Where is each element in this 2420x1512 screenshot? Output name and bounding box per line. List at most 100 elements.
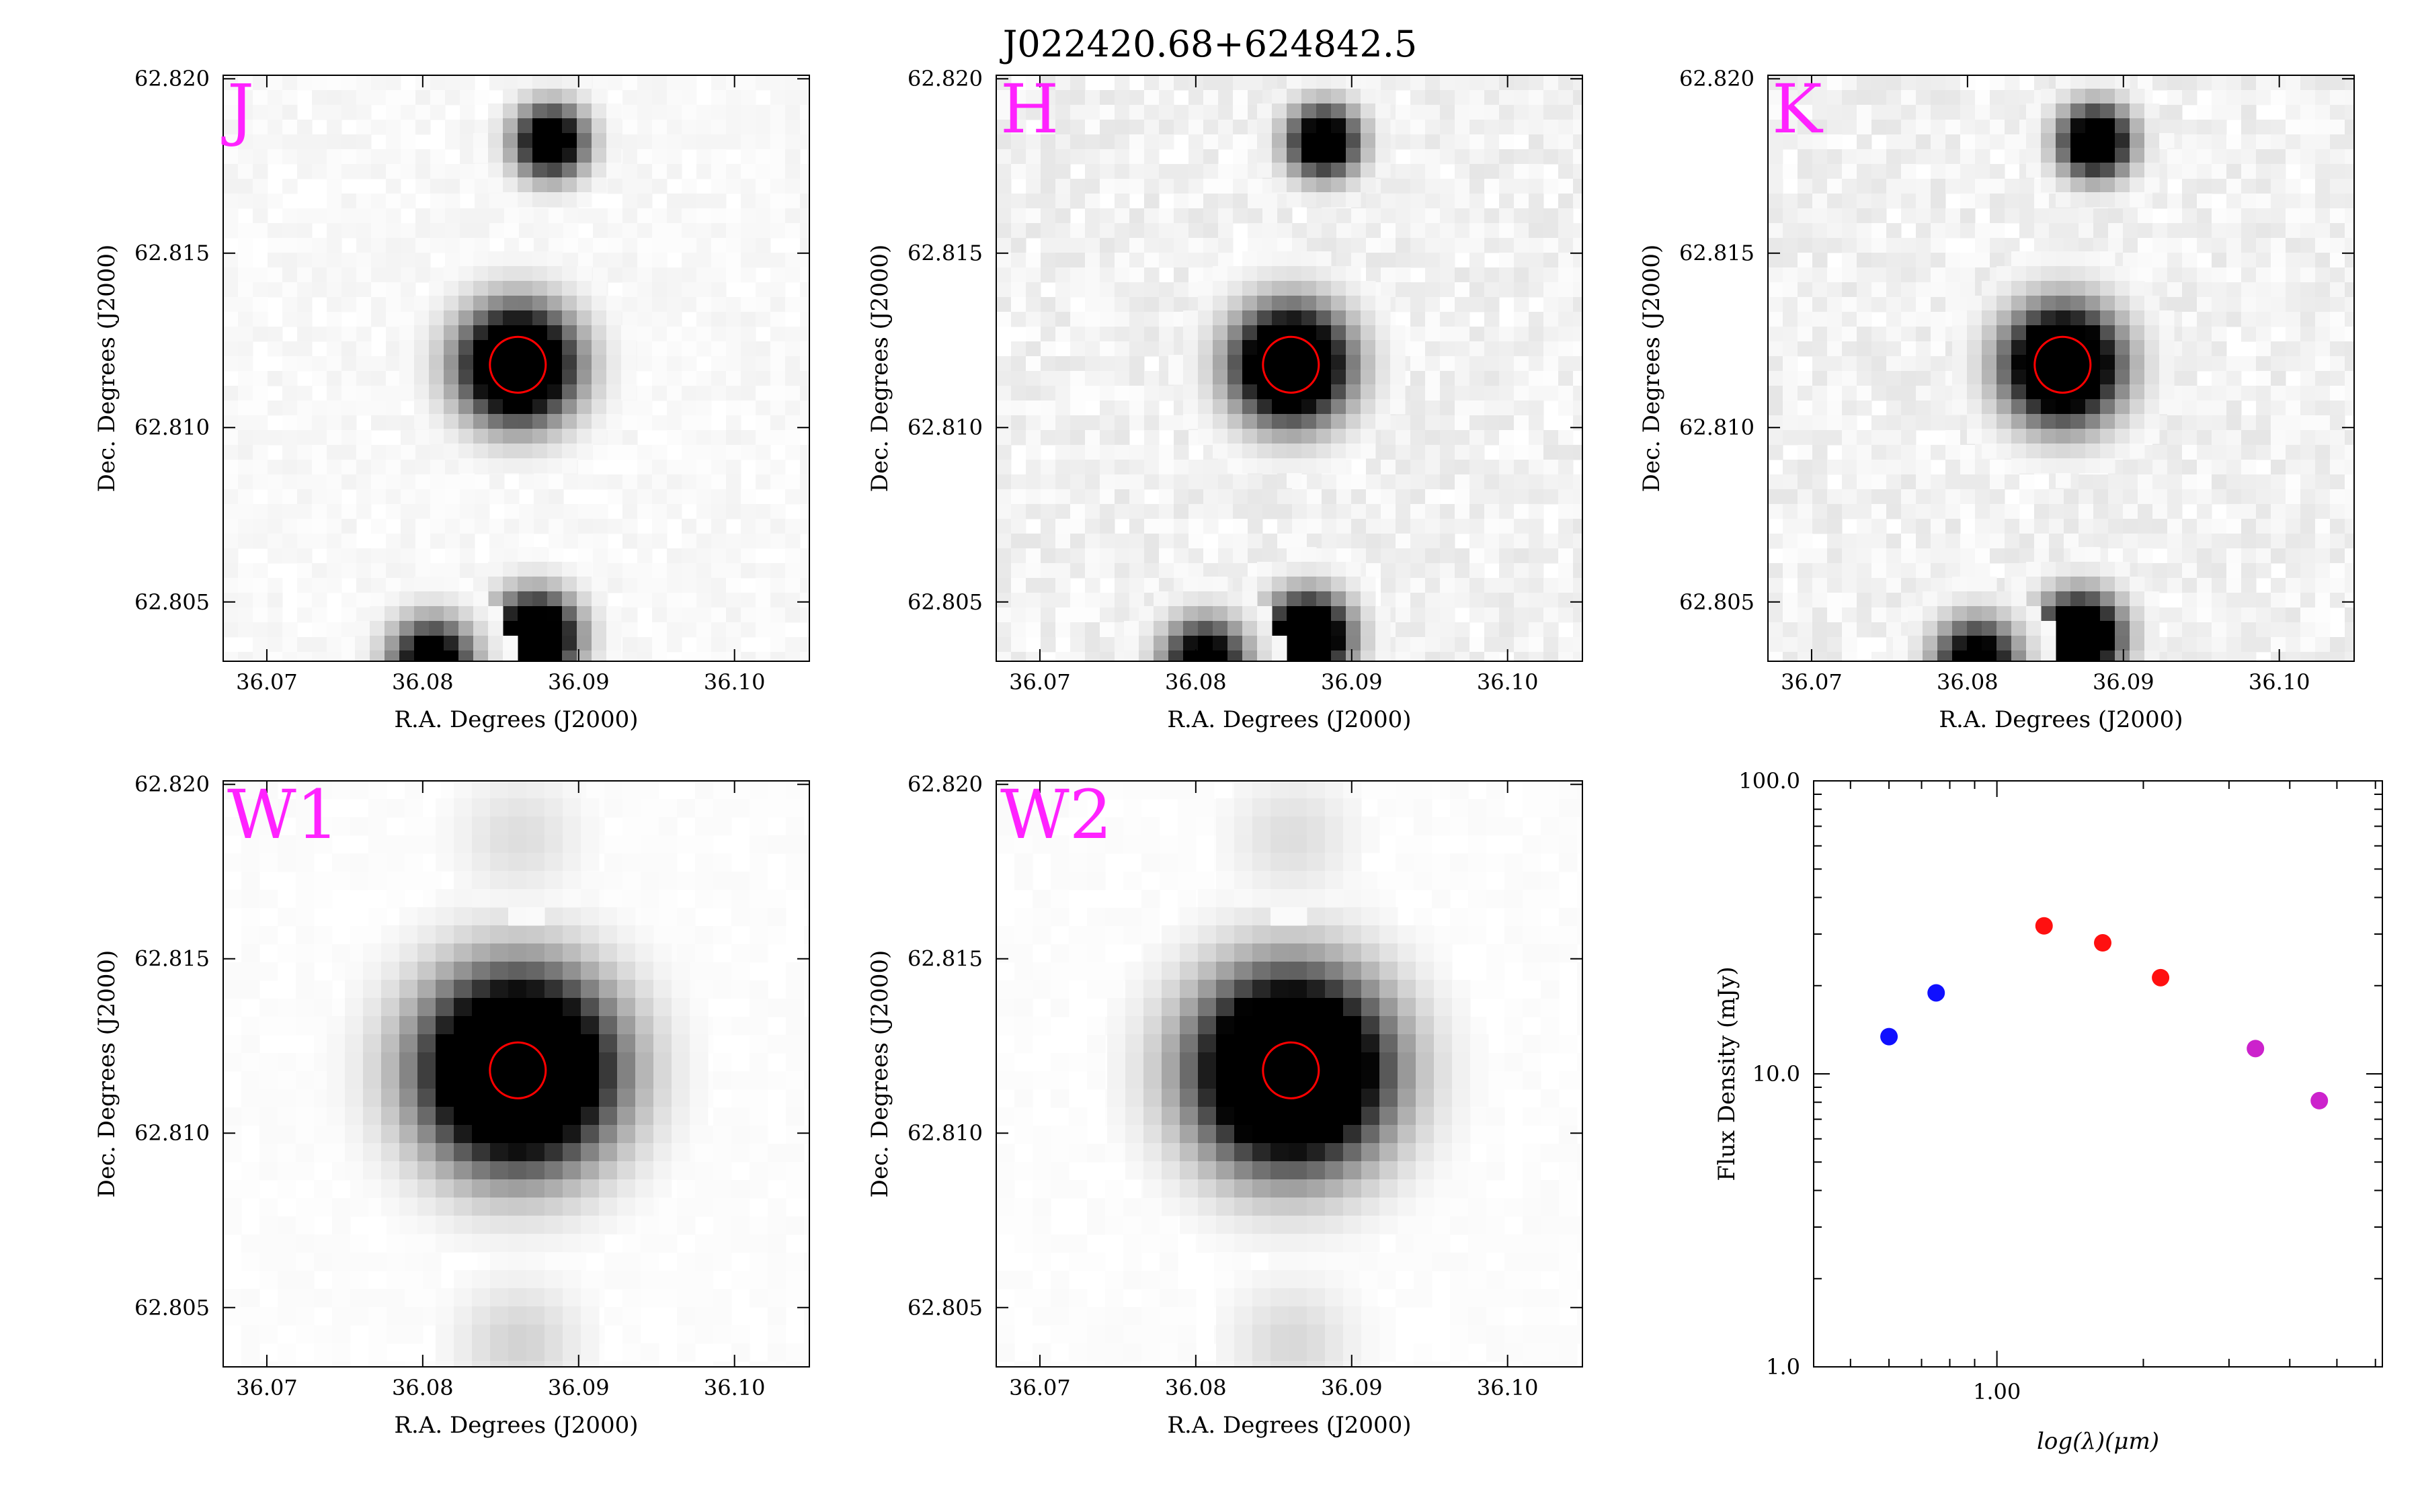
x-axis-title: log(λ)(μm)	[2037, 1428, 2159, 1455]
source-0	[399, 251, 637, 474]
source-3	[1893, 577, 2056, 661]
y-tick-label: 62.815	[1679, 241, 1755, 266]
source-3	[1124, 577, 1287, 661]
panel-h: 36.07 36.08 36.09 36.10 62.805 62.810 62.815 62…	[866, 66, 1583, 733]
panel-frame	[223, 780, 810, 1368]
x-axis-title: R.A. Degrees (J2000)	[394, 706, 638, 733]
x-tick-label: 36.10	[1477, 1375, 1539, 1400]
panel-frame	[1767, 75, 2355, 662]
y-tick-label: 62.810	[1679, 415, 1755, 440]
y-tick-label: 62.810	[908, 415, 983, 440]
source-1	[473, 75, 622, 208]
x-tick-label: 36.08	[392, 1375, 454, 1400]
panel-frame	[996, 75, 1583, 662]
source-2	[436, 1252, 600, 1367]
panel-w2: 36.07 36.08 36.09 36.10 62.805 62.810 62.815 62…	[866, 771, 1583, 1439]
band-label: W2	[1000, 775, 1112, 854]
sed-panel: 1.0 10.0 100.0 1.00 log(λ)(μm) Flux Density (…	[1713, 768, 2383, 1455]
x-tick-label: 36.07	[1009, 669, 1071, 695]
target-circle	[1262, 1041, 1320, 1099]
y-tick-label: 62.820	[134, 771, 210, 797]
x-tick-label: 36.09	[1321, 669, 1383, 695]
x-tick-label: 36.10	[1477, 669, 1539, 695]
x-tick-label: 36.08	[392, 669, 454, 695]
image-w1	[223, 781, 809, 1367]
x-axis-title: R.A. Degrees (J2000)	[1167, 706, 1411, 733]
y-tick-label: 62.815	[134, 946, 210, 972]
source-3	[355, 577, 518, 661]
x-tick-label: 36.09	[1321, 1375, 1383, 1400]
y-tick-label: 62.805	[1679, 589, 1755, 615]
band-label: W1	[227, 775, 339, 854]
y-tick-label: 62.815	[908, 241, 983, 266]
x-tick-label: 36.08	[1937, 669, 1999, 695]
y-tick-label: 62.805	[908, 1295, 983, 1320]
x-tick-label: 36.09	[548, 1375, 610, 1400]
panel-j: 36.07 36.08 36.09 36.10 62.805 62.810 62.815 62…	[93, 66, 810, 733]
y-tick-label: 62.810	[908, 1120, 983, 1146]
band-label: J	[221, 70, 254, 149]
y-axis-title: Dec. Degrees (J2000)	[1638, 245, 1665, 493]
source-2	[1227, 547, 1391, 661]
source-0	[1107, 871, 1489, 1271]
source-0	[1168, 251, 1406, 489]
panel-frame	[996, 780, 1583, 1368]
source-0	[1952, 251, 2175, 489]
panel-k: 36.07 36.08 36.09 36.10 62.805 62.810 62.815 62…	[1638, 66, 2355, 733]
image-j	[223, 75, 809, 661]
x-tick-label: 36.10	[704, 1375, 766, 1400]
y-axis-title: Flux Density (mJy)	[1713, 966, 1740, 1181]
y-tick-label: 10.0	[1752, 1061, 1800, 1087]
band-label: H	[1000, 70, 1059, 149]
target-circle	[489, 1041, 547, 1099]
figure-title: J022420.68+624842.5	[1002, 23, 1418, 65]
source-1	[1257, 75, 1391, 208]
x-axis-title: R.A. Degrees (J2000)	[1167, 1412, 1411, 1439]
y-tick-label: 62.815	[908, 946, 983, 972]
x-axis-title: R.A. Degrees (J2000)	[1939, 706, 2183, 733]
source-1	[2026, 75, 2175, 208]
panel-w1: 36.07 36.08 36.09 36.10 62.805 62.810 62.815 62…	[93, 771, 810, 1439]
y-tick-label: 62.810	[134, 415, 210, 440]
band-label: K	[1772, 70, 1824, 149]
sed-point-4	[2152, 968, 2170, 986]
source-1	[1216, 781, 1380, 926]
x-axis-title: R.A. Degrees (J2000)	[394, 1412, 638, 1439]
y-tick-label: 62.820	[1679, 66, 1755, 91]
x-tick-label: 36.08	[1165, 1375, 1227, 1400]
sed-point-3	[2093, 934, 2111, 952]
image-w2	[996, 781, 1582, 1367]
y-tick-label: 62.805	[908, 589, 983, 615]
sed-point-2	[2035, 917, 2053, 935]
target-circle	[2033, 335, 2092, 394]
x-tick-label: 36.10	[2249, 669, 2310, 695]
y-tick-label: 62.820	[134, 66, 210, 91]
source-2	[1216, 1252, 1380, 1367]
image-h	[996, 75, 1582, 661]
sed-point-1	[1927, 984, 1945, 1002]
x-tick-label: 36.07	[236, 669, 298, 695]
sed-point-0	[1880, 1027, 1898, 1046]
x-tick-label: 36.07	[236, 1375, 298, 1400]
y-axis-title: Dec. Degrees (J2000)	[866, 245, 893, 493]
source-1	[436, 781, 600, 926]
x-tick-label: 36.09	[2093, 669, 2154, 695]
source-0	[327, 871, 709, 1271]
y-axis-title: Dec. Degrees (J2000)	[93, 245, 120, 493]
x-tick-label: 36.09	[548, 669, 610, 695]
y-tick-label: 1.0	[1766, 1354, 1800, 1380]
target-circle	[1262, 335, 1320, 394]
y-tick-label: 100.0	[1738, 768, 1800, 794]
x-tick-label: 36.10	[704, 669, 766, 695]
panel-frame	[223, 75, 810, 662]
y-tick-label: 62.820	[908, 771, 983, 797]
y-tick-label: 62.805	[134, 1295, 210, 1320]
sed-frame	[1813, 780, 2383, 1368]
x-tick-label: 36.07	[1781, 669, 1843, 695]
y-tick-label: 62.815	[134, 241, 210, 266]
x-tick-label: 1.00	[1973, 1379, 2021, 1404]
y-axis-title: Dec. Degrees (J2000)	[93, 950, 120, 1198]
y-axis-title: Dec. Degrees (J2000)	[866, 950, 893, 1198]
sed-point-5	[2247, 1040, 2265, 1058]
